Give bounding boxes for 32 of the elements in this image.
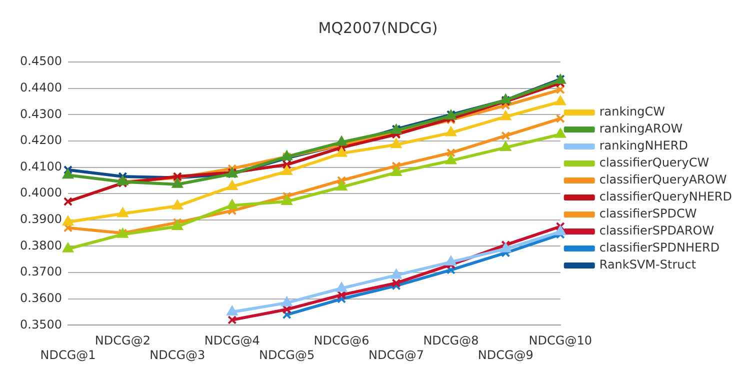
x-tick-label: NDCG@6 bbox=[314, 334, 370, 348]
legend-label: classifierSPDNHERD bbox=[599, 240, 720, 255]
chart-title: MQ2007(NDCG) bbox=[318, 18, 438, 37]
x-tick-label: NDCG@5 bbox=[259, 348, 315, 362]
y-tick-label: 0.3700 bbox=[20, 264, 62, 279]
y-tick-label: 0.3900 bbox=[20, 212, 62, 226]
y-tick-label: 0.4300 bbox=[20, 106, 62, 121]
legend-label: classifierSPDAROW bbox=[599, 224, 714, 238]
x-tick-label: NDCG@8 bbox=[423, 334, 479, 348]
y-tick-label: 0.3500 bbox=[20, 317, 62, 332]
y-tick-label: 0.3800 bbox=[20, 238, 62, 252]
legend-label: classifierQueryAROW bbox=[599, 172, 727, 187]
legend-label: rankingNHERD bbox=[599, 138, 688, 153]
legend-label: classifierSPDCW bbox=[599, 206, 697, 221]
x-tick-label: NDCG@7 bbox=[368, 348, 424, 362]
legend-label: classifierQueryCW bbox=[599, 156, 710, 170]
x-tick-label: NDCG@1 bbox=[40, 348, 96, 362]
legend-label: rankingCW bbox=[599, 104, 666, 119]
x-tick-label: NDCG@9 bbox=[478, 348, 534, 362]
x-tick-label: NDCG@2 bbox=[94, 334, 150, 348]
x-tick-label: NDCG@10 bbox=[528, 334, 592, 348]
legend-label: RankSVM-Struct bbox=[599, 258, 696, 272]
x-tick-label: NDCG@3 bbox=[150, 348, 206, 362]
y-tick-label: 0.4500 bbox=[20, 54, 62, 68]
legend-label: classifierQueryNHERD bbox=[599, 190, 732, 204]
y-tick-label: 0.4200 bbox=[20, 133, 62, 148]
y-tick-label: 0.4400 bbox=[20, 80, 62, 94]
legend-label: rankingAROW bbox=[599, 122, 683, 136]
x-tick-label: NDCG@4 bbox=[204, 334, 260, 348]
y-tick-label: 0.3600 bbox=[20, 291, 62, 306]
y-tick-label: 0.4100 bbox=[20, 159, 62, 174]
y-tick-label: 0.4000 bbox=[20, 186, 62, 200]
